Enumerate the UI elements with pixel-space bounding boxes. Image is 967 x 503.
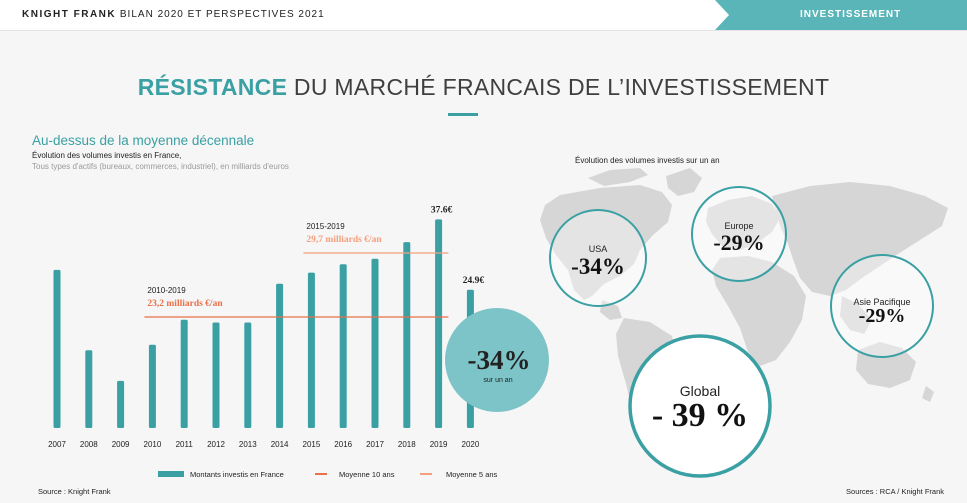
avg-period-1: 2015-2019 [306, 222, 345, 231]
avg-label-1: 29,7 milliards €/an [306, 235, 382, 245]
region-value-0: -34% [571, 254, 625, 279]
region-value-2: -29% [859, 305, 906, 327]
legend-bars: Montants investis en France [158, 470, 284, 479]
x-tick-2009: 2009 [112, 440, 130, 449]
callout-sub: sur un an [483, 377, 512, 384]
x-tick-2008: 2008 [80, 440, 98, 449]
x-tick-2013: 2013 [239, 440, 257, 449]
x-tick-2015: 2015 [303, 440, 321, 449]
region-name-3: Global [680, 383, 720, 399]
bar-2018 [403, 242, 411, 428]
x-tick-2007: 2007 [48, 440, 66, 449]
bar-2011 [180, 319, 188, 428]
value-label-2020: 24.9€ [463, 276, 485, 286]
legend-avg5: Moyenne 5 ans [420, 470, 497, 479]
value-label-2019: 37.6€ [431, 205, 453, 215]
header-bar: KNIGHT FRANK BILAN 2020 ET PERSPECTIVES … [0, 0, 967, 31]
bar-2017 [371, 258, 379, 428]
page-title: RÉSISTANCE DU MARCHÉ FRANCAIS DE L’INVES… [137, 74, 830, 100]
section-tab[interactable]: INVESTISSEMENT [715, 0, 967, 30]
region-value-3: - 39 % [652, 397, 748, 434]
region-name-2: Asie Pacifique [853, 297, 910, 307]
bar-2012 [212, 322, 220, 428]
callout-value: -34% [468, 345, 531, 375]
bar-2019 [435, 219, 443, 428]
bar-2016 [339, 264, 347, 428]
region-name-0: USA [589, 244, 608, 254]
chart-title: Au-dessus de la moyenne décennale [32, 133, 255, 148]
region-value-1: -29% [713, 230, 764, 255]
bar-2010 [148, 344, 156, 428]
bar-2008 [85, 350, 93, 428]
x-tick-2018: 2018 [398, 440, 416, 449]
x-tick-2011: 2011 [176, 440, 194, 449]
x-tick-2020: 2020 [462, 440, 480, 449]
map-source: Sources : RCA / Knight Frank [846, 487, 944, 496]
region-circle-3 [628, 334, 772, 478]
x-tick-2012: 2012 [207, 440, 225, 449]
chart-subtitle-2: Tous types d'actifs (bureaux, commerces,… [32, 162, 289, 171]
legend-avg10: Moyenne 10 ans [315, 470, 394, 479]
region-circle-1 [691, 186, 787, 282]
avg-period-0: 2010-2019 [147, 286, 186, 295]
bar-2014 [276, 283, 284, 428]
chart-source: Source : Knight Frank [38, 487, 111, 496]
region-name-1: Europe [724, 221, 753, 231]
bar-2015 [307, 272, 315, 428]
world-map [540, 168, 948, 420]
bar-2007 [53, 269, 61, 428]
map-title: Évolution des volumes investis sur un an [575, 156, 720, 165]
region-circle-2 [830, 254, 934, 358]
x-tick-2010: 2010 [144, 440, 162, 449]
x-tick-2019: 2019 [430, 440, 448, 449]
bar-2009 [117, 380, 125, 428]
avg-label-0: 23,2 milliards €/an [147, 299, 223, 309]
brand-line: KNIGHT FRANK BILAN 2020 ET PERSPECTIVES … [22, 9, 325, 20]
x-tick-2014: 2014 [271, 440, 289, 449]
region-circle-0 [549, 209, 647, 307]
bar-2013 [244, 322, 252, 428]
callout-circle [445, 308, 549, 412]
chart-subtitle: Évolution des volumes investis en France… [32, 151, 182, 160]
x-tick-2016: 2016 [334, 440, 352, 449]
x-tick-2017: 2017 [366, 440, 384, 449]
title-underline [448, 113, 478, 116]
